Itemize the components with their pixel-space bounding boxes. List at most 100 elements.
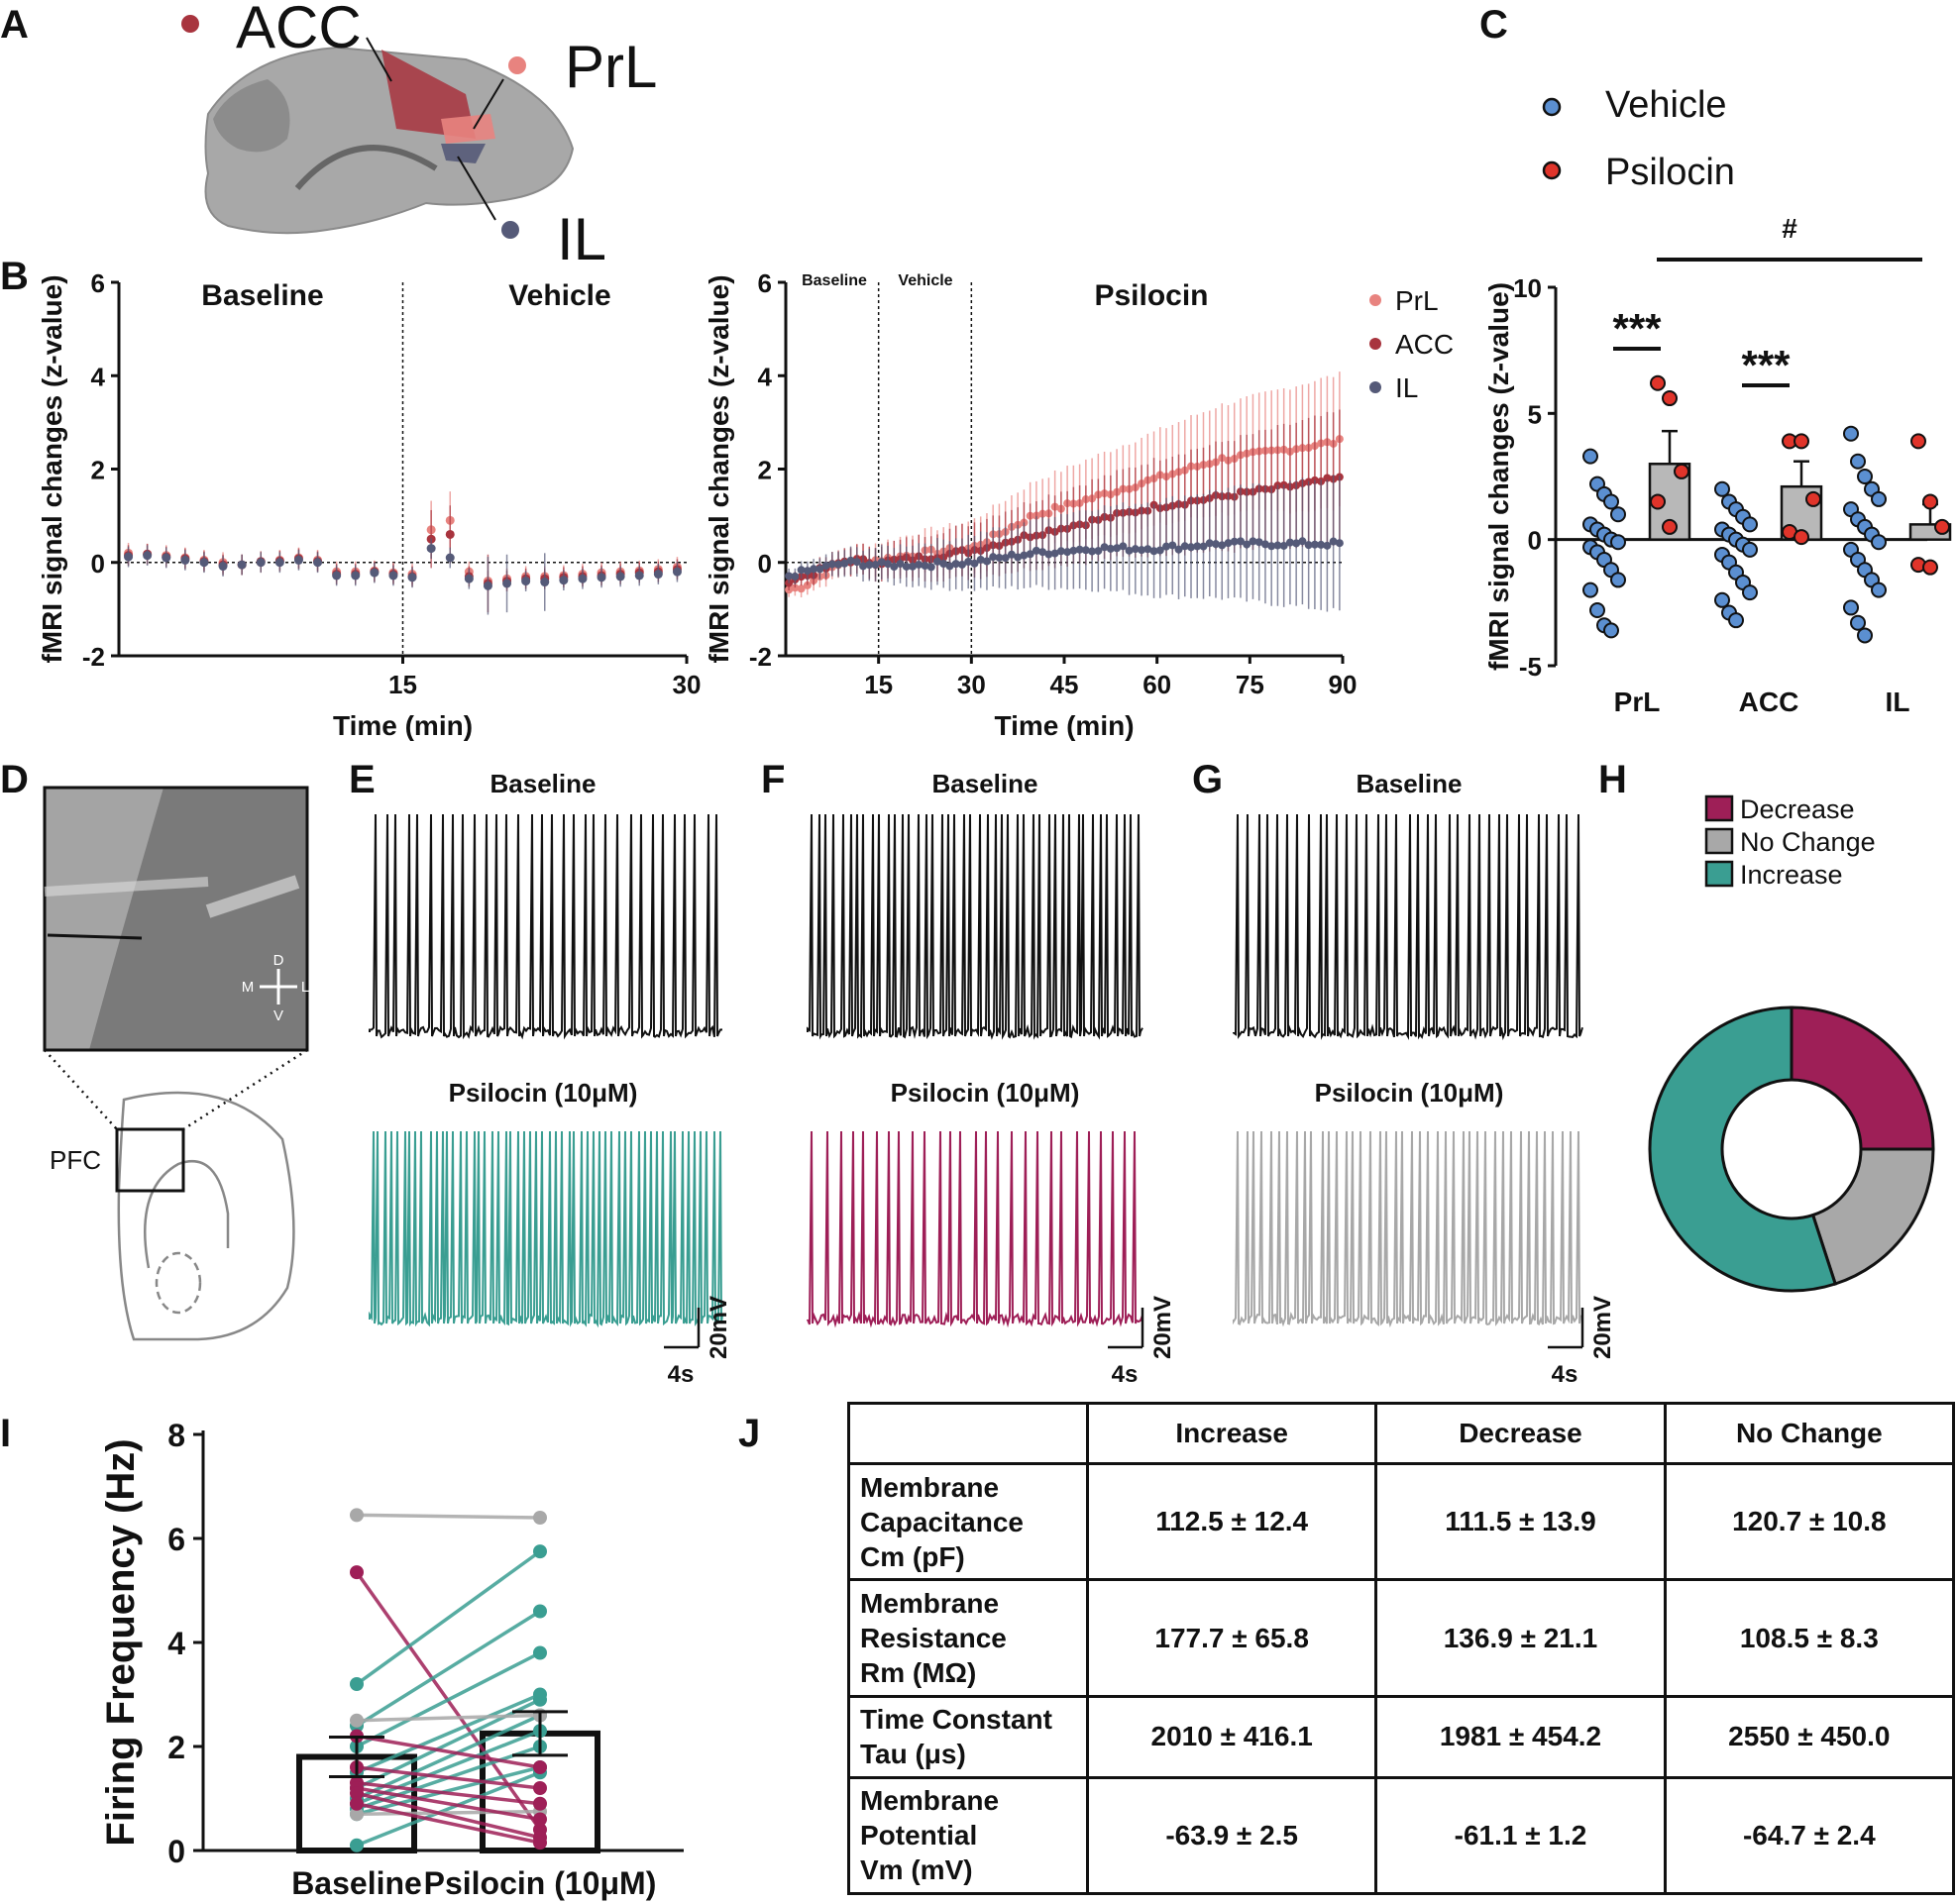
- c-vehicle-point: [1742, 584, 1758, 601]
- c-vehicle-point: [1843, 599, 1859, 616]
- table-cell: 120.7 ± 10.8: [1663, 1461, 1956, 1582]
- table-cell: -64.7 ± 2.4: [1663, 1775, 1956, 1896]
- b-data-point-IL: [921, 562, 929, 571]
- b-data-point-IL: [199, 558, 209, 568]
- cerebellum-shape: [213, 79, 290, 153]
- i-pair-line: [356, 1786, 541, 1822]
- i-pair-line: [356, 1765, 541, 1790]
- panel-letter-D: D: [0, 758, 29, 801]
- b-data-point-IL: [388, 571, 398, 581]
- b-data-point-IL: [1279, 541, 1288, 550]
- b-data-point-IL: [939, 559, 948, 568]
- b-data-point-IL: [951, 560, 960, 569]
- table-header-nochange: No Change: [1663, 1402, 1956, 1465]
- b-data-point-IL: [1001, 554, 1010, 563]
- b-data-point-IL: [1131, 545, 1140, 554]
- panel-letter-C: C: [1479, 3, 1508, 47]
- i-pair-point: [533, 1645, 547, 1660]
- zoom-line-right: [182, 1048, 308, 1131]
- c-sig-hash: #: [1782, 213, 1797, 244]
- b-data-point-IL: [1032, 546, 1040, 555]
- slice-edge: [45, 788, 163, 1050]
- i-y-axis-label: Firing Frequency (Hz): [99, 1438, 143, 1846]
- b-y-tick-label: 4: [758, 362, 773, 391]
- c-vehicle-point: [1714, 480, 1730, 497]
- legend-label-Decrease: Decrease: [1740, 794, 1855, 824]
- b-data-point-IL: [957, 560, 966, 569]
- b-data-point-IL: [1273, 541, 1282, 550]
- row-label-line: Potential: [860, 1820, 978, 1851]
- pipette-left: [44, 877, 209, 897]
- prl-pointer: [473, 78, 504, 130]
- b-y-tick-label: 6: [91, 268, 105, 298]
- b-data-point-IL: [313, 558, 323, 568]
- i-pair-line: [356, 1802, 541, 1845]
- b-data-point-IL: [896, 560, 905, 569]
- zoom-line-left: [44, 1049, 118, 1130]
- scale-label-voltage: 20mV: [1149, 1296, 1176, 1359]
- compass-d: D: [273, 952, 284, 969]
- i-pair-point: [533, 1796, 547, 1811]
- b-data-point-IL: [1125, 546, 1134, 555]
- c-psilocin-point: [1934, 518, 1950, 535]
- table-header-row: Increase Decrease No Change: [847, 1402, 1956, 1465]
- i-pair-point: [350, 1508, 364, 1523]
- b-data-point-IL: [521, 577, 531, 586]
- c-psilocin-point: [1794, 529, 1809, 546]
- scale-label-time: 4s: [668, 1361, 695, 1388]
- b-data-point-IL: [464, 574, 474, 583]
- b-y-tick-label: 4: [91, 362, 106, 391]
- c-vehicle-point: [1610, 534, 1626, 551]
- c-psilocin-point: [1794, 433, 1809, 450]
- b-data-point-IL: [1100, 543, 1109, 552]
- b-data-point-IL: [1243, 540, 1251, 549]
- i-category-label: Baseline: [291, 1865, 422, 1901]
- b-data-point-IL: [1106, 544, 1115, 553]
- b-data-point-IL: [615, 572, 625, 582]
- b-data-point-IL: [976, 555, 985, 564]
- c-vehicle-point: [1610, 572, 1626, 588]
- b-data-point-IL: [840, 559, 849, 568]
- legend-swatch-No Change: [1704, 827, 1734, 855]
- b-data-point-IL: [180, 555, 190, 565]
- c-vehicle-point: [1871, 534, 1887, 551]
- corpus-callosum: [144, 1159, 230, 1269]
- b-data-point-IL: [370, 568, 380, 578]
- il-dot: [501, 221, 519, 239]
- i-pair-line: [356, 1791, 541, 1840]
- c-vehicle-point: [1582, 582, 1598, 598]
- b-data-point-IL: [1199, 542, 1208, 551]
- b-y-tick-label: 0: [91, 549, 105, 579]
- b-data-point-IL: [1050, 549, 1059, 558]
- b-data-point-IL: [1069, 546, 1078, 555]
- row-label: Membrane Capacitance Cm (pF): [847, 1461, 1089, 1582]
- prl-dot: [508, 56, 526, 74]
- b-data-point-IL: [785, 572, 794, 581]
- c-sig-acc: ***: [1741, 342, 1791, 388]
- b-y-axis-label: fMRI signal changes (z-value): [704, 274, 734, 663]
- c-y-tick-label: 5: [1528, 399, 1542, 429]
- electrophysiology-table: Increase Decrease No Change Membrane Capa…: [847, 1402, 1956, 1896]
- table-cell: 112.5 ± 12.4: [1085, 1461, 1378, 1582]
- table-row: Membrane Capacitance Cm (pF) 112.5 ± 12.4 …: [847, 1461, 1956, 1582]
- b-data-point-IL: [827, 560, 836, 569]
- compass-l: L: [301, 979, 309, 996]
- c-vehicle-point: [1871, 490, 1887, 507]
- c-vehicle-point: [1728, 612, 1744, 629]
- b-data-point-IL: [964, 558, 973, 567]
- b-x-tick-label: 60: [1142, 670, 1171, 699]
- legend-psilocin-dot: [1542, 160, 1562, 180]
- b-x-tick-label: 30: [957, 670, 986, 699]
- b-data-point-IL: [540, 578, 550, 587]
- acc-pointer: [366, 37, 392, 82]
- compass-m: M: [242, 979, 255, 996]
- c-psilocin-point: [1805, 490, 1821, 507]
- i-pair-point: [533, 1544, 547, 1559]
- b-x-axis-label: Time (min): [994, 710, 1134, 741]
- c-vehicle-point: [1850, 453, 1866, 470]
- i-pair-point: [533, 1781, 547, 1795]
- row-label-line: Resistance: [860, 1623, 1007, 1654]
- i-pair-line: [356, 1734, 541, 1769]
- legend-label-PrL: PrL: [1395, 285, 1439, 316]
- i-pair-point: [350, 1677, 364, 1691]
